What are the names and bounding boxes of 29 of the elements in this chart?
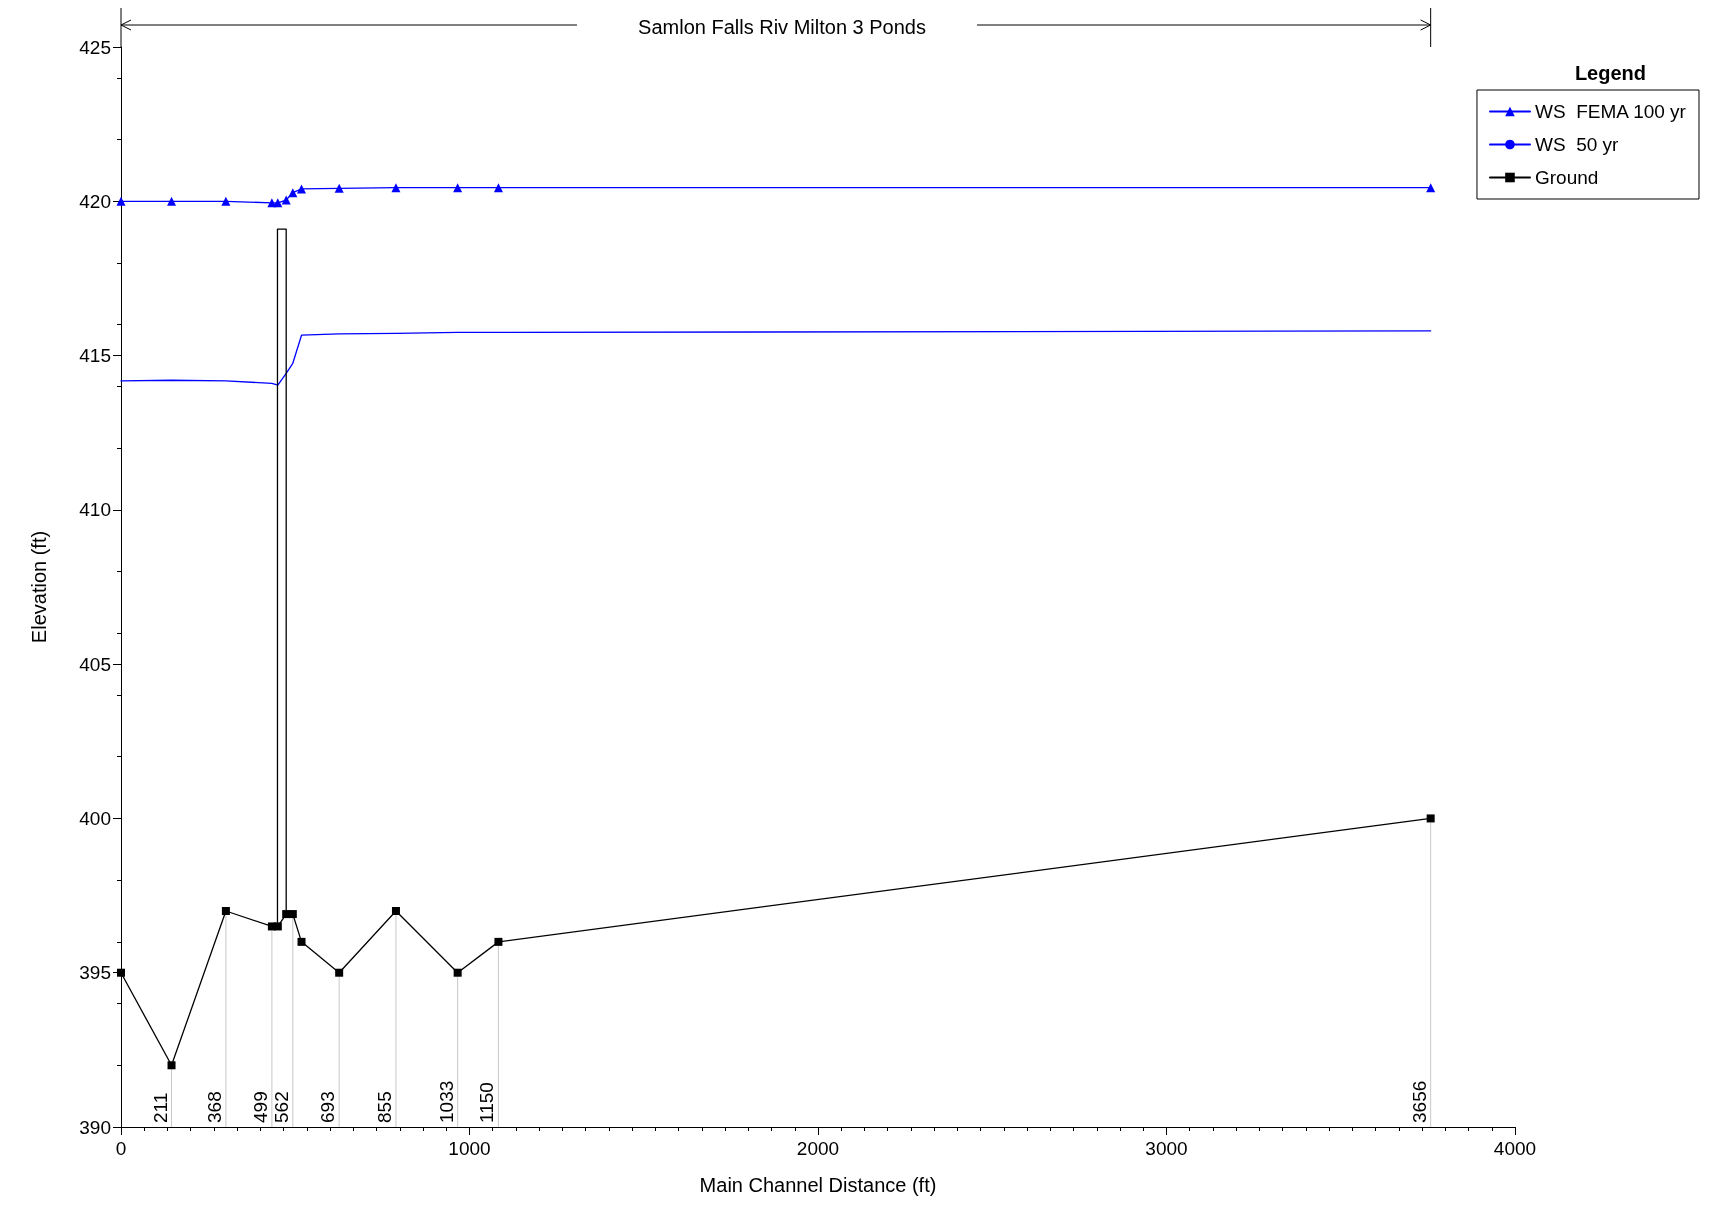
annotation: 499 (249, 1091, 271, 1123)
y-tick-label: 425 (79, 36, 111, 58)
annotation: 1033 (435, 1080, 457, 1123)
legend-label: WS 50 yr (1534, 134, 1620, 155)
annotation: 3656 (1408, 1080, 1430, 1123)
legend-title: Legend (1574, 62, 1647, 84)
y-tick-label: 415 (79, 345, 111, 367)
y-axis-title: Elevation (ft) (28, 530, 50, 644)
x-tick-label: 0 (115, 1138, 127, 1159)
x-axis-title: Main Channel Distance (ft) (699, 1174, 937, 1196)
y-tick-label: 405 (79, 653, 111, 675)
y-tick-label: 410 (79, 499, 111, 521)
chart-title: Samlon Falls Riv Milton 3 Ponds (638, 16, 926, 38)
y-tick-label: 400 (79, 807, 111, 829)
x-tick-label: 4000 (1493, 1138, 1537, 1159)
annotation: 562 (270, 1091, 292, 1123)
legend-label: WS FEMA 100 yr (1534, 101, 1687, 122)
x-tick-label: 2000 (796, 1138, 840, 1159)
y-tick-label: 390 (79, 1116, 111, 1138)
x-tick-label: 3000 (1145, 1138, 1188, 1159)
legend-label: Ground (1534, 167, 1599, 188)
x-tick-label: 1000 (448, 1138, 491, 1159)
y-tick-label: 420 (79, 190, 111, 212)
annotation: 211 (149, 1092, 171, 1123)
y-tick-label: 395 (79, 962, 111, 984)
annotation: 368 (203, 1091, 225, 1123)
annotation: 693 (317, 1091, 339, 1123)
annotation: 1150 (476, 1082, 498, 1123)
annotation: 855 (373, 1091, 395, 1123)
